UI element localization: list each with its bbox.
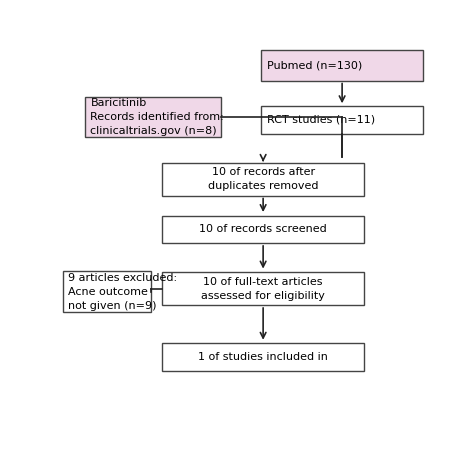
Text: 10 of records after
duplicates removed: 10 of records after duplicates removed (208, 167, 319, 191)
Text: Baricitinib
Records identified from:
clinicaltrials.gov (n=8): Baricitinib Records identified from: cli… (91, 98, 224, 136)
FancyBboxPatch shape (162, 272, 364, 305)
FancyBboxPatch shape (162, 343, 364, 371)
Text: 9 articles excluded:
Acne outcome
not given (n=9): 9 articles excluded: Acne outcome not gi… (68, 273, 178, 310)
Text: 1 of studies included in: 1 of studies included in (198, 352, 328, 362)
Text: RCT studies (n=11): RCT studies (n=11) (267, 115, 375, 125)
FancyBboxPatch shape (261, 106, 423, 134)
FancyBboxPatch shape (162, 216, 364, 243)
FancyBboxPatch shape (85, 97, 221, 137)
FancyBboxPatch shape (261, 50, 423, 81)
Text: 10 of records screened: 10 of records screened (199, 224, 327, 234)
FancyBboxPatch shape (63, 272, 151, 311)
Text: Pubmed (n=130): Pubmed (n=130) (267, 60, 362, 70)
FancyBboxPatch shape (162, 163, 364, 196)
Text: 10 of full-text articles
assessed for eligibility: 10 of full-text articles assessed for el… (201, 277, 325, 301)
